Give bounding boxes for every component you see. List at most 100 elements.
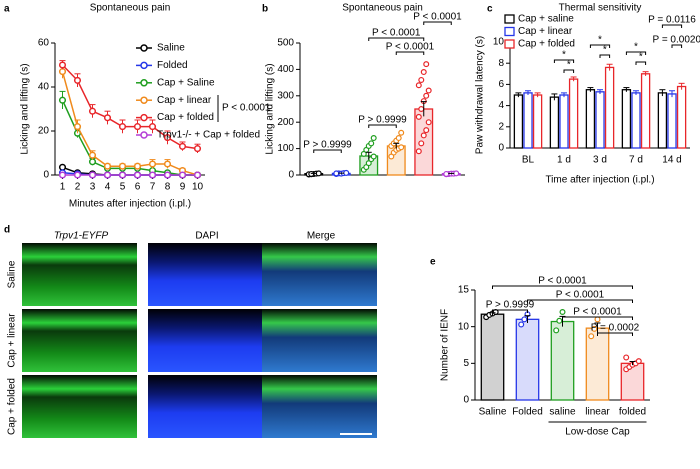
data-point xyxy=(418,140,425,147)
micrograph xyxy=(148,243,263,306)
annotation: P < 0.0001 xyxy=(413,12,462,23)
data-point xyxy=(415,113,422,120)
micrograph xyxy=(22,309,137,372)
data-point xyxy=(398,129,405,136)
data-point xyxy=(133,123,142,131)
data-point xyxy=(395,135,402,142)
y-axis-label: Licking and lifting (s) xyxy=(20,63,31,154)
panel-label: d xyxy=(4,225,10,236)
annotation: * xyxy=(567,60,571,71)
y-tick-label: 15 xyxy=(458,285,470,296)
legend-label: Saline xyxy=(157,43,185,54)
bracket xyxy=(625,51,647,55)
x-tick-label: 6 xyxy=(135,182,141,193)
data-point xyxy=(623,354,630,361)
x-tick-label: Folded xyxy=(512,407,543,418)
bracket xyxy=(661,24,683,28)
data-point xyxy=(423,92,430,99)
y-tick-label: 0 xyxy=(463,395,469,406)
data-point xyxy=(103,114,112,122)
annotation: P > 0.9999 xyxy=(358,115,407,126)
bar xyxy=(559,94,569,149)
bracket xyxy=(553,59,575,63)
x-tick-label: 10 xyxy=(192,182,204,193)
micrograph xyxy=(148,375,263,438)
data-point xyxy=(73,123,82,131)
data-point xyxy=(133,162,142,170)
x-tick-label: 8 xyxy=(165,182,171,193)
y-tick-label: 0 xyxy=(498,143,504,154)
data-point xyxy=(58,68,67,76)
channel-label: Merge xyxy=(307,231,336,242)
legend-marker xyxy=(140,131,148,139)
data-point xyxy=(420,69,427,76)
data-point xyxy=(420,132,427,139)
data-point xyxy=(148,160,157,168)
data-point xyxy=(591,325,598,332)
chart-title: Spontaneous pain xyxy=(90,3,171,14)
annotation: * xyxy=(562,50,566,61)
chart-title: Spontaneous pain xyxy=(342,3,423,14)
data-point xyxy=(178,171,187,179)
y-tick-label: 0 xyxy=(43,170,49,181)
micrograph xyxy=(262,375,377,438)
bracket xyxy=(563,69,575,73)
data-point xyxy=(88,107,97,115)
legend-label: Cap + saline xyxy=(518,14,574,25)
bar xyxy=(676,85,687,149)
bracket xyxy=(671,44,683,48)
x-axis-label: Time after injection (i.pl.) xyxy=(545,175,654,186)
bar xyxy=(532,94,543,149)
data-point xyxy=(58,96,67,104)
bar xyxy=(480,313,505,401)
y-tick-label: 10 xyxy=(493,37,505,48)
x-tick-label: 14 d xyxy=(662,155,681,166)
row-label: Saline xyxy=(7,260,18,288)
x-tick-label: saline xyxy=(549,407,576,418)
x-tick-label: 9 xyxy=(180,182,186,193)
bar xyxy=(667,93,677,149)
bracket xyxy=(599,54,611,58)
bar xyxy=(523,92,533,149)
micrograph xyxy=(22,243,137,306)
bracket xyxy=(527,299,633,303)
legend-label: Trpv1-/- + Cap + folded xyxy=(157,130,260,141)
group-label: Low-dose Cap xyxy=(565,427,630,438)
y-tick-label: 5 xyxy=(463,358,469,369)
legend-marker xyxy=(140,61,148,70)
micrograph xyxy=(262,309,377,372)
data-point xyxy=(559,309,566,316)
data-point xyxy=(118,123,127,131)
legend-label: Cap + Saline xyxy=(157,77,215,88)
data-point xyxy=(58,171,67,179)
data-point xyxy=(425,87,432,94)
series-line xyxy=(61,71,198,176)
legend-label: Cap + folded xyxy=(157,112,214,123)
micrograph xyxy=(262,243,377,306)
bar xyxy=(631,92,641,149)
annotation: * xyxy=(598,35,602,46)
bracket xyxy=(368,37,425,41)
bar xyxy=(585,89,596,149)
y-axis-label: Number of IENF xyxy=(440,309,451,381)
bar xyxy=(549,96,560,149)
annotation: P > 0.9999 xyxy=(486,300,535,311)
y-tick-label: 6 xyxy=(498,79,504,90)
data-point xyxy=(443,170,450,177)
annotation: P < 0.0001 xyxy=(372,28,421,39)
y-tick-label: 400 xyxy=(277,64,294,75)
data-point xyxy=(425,119,432,126)
data-point xyxy=(58,61,67,69)
bar xyxy=(604,66,615,149)
data-point xyxy=(556,317,563,324)
data-point xyxy=(103,171,112,179)
panel-label: e xyxy=(430,257,436,268)
x-tick-label: 7 d xyxy=(629,155,643,166)
data-point xyxy=(193,145,202,153)
data-point xyxy=(418,105,425,112)
bracket xyxy=(635,61,647,65)
annotation: * xyxy=(634,42,638,53)
micrograph xyxy=(22,375,137,438)
series-line xyxy=(61,99,198,176)
bar xyxy=(513,94,524,149)
